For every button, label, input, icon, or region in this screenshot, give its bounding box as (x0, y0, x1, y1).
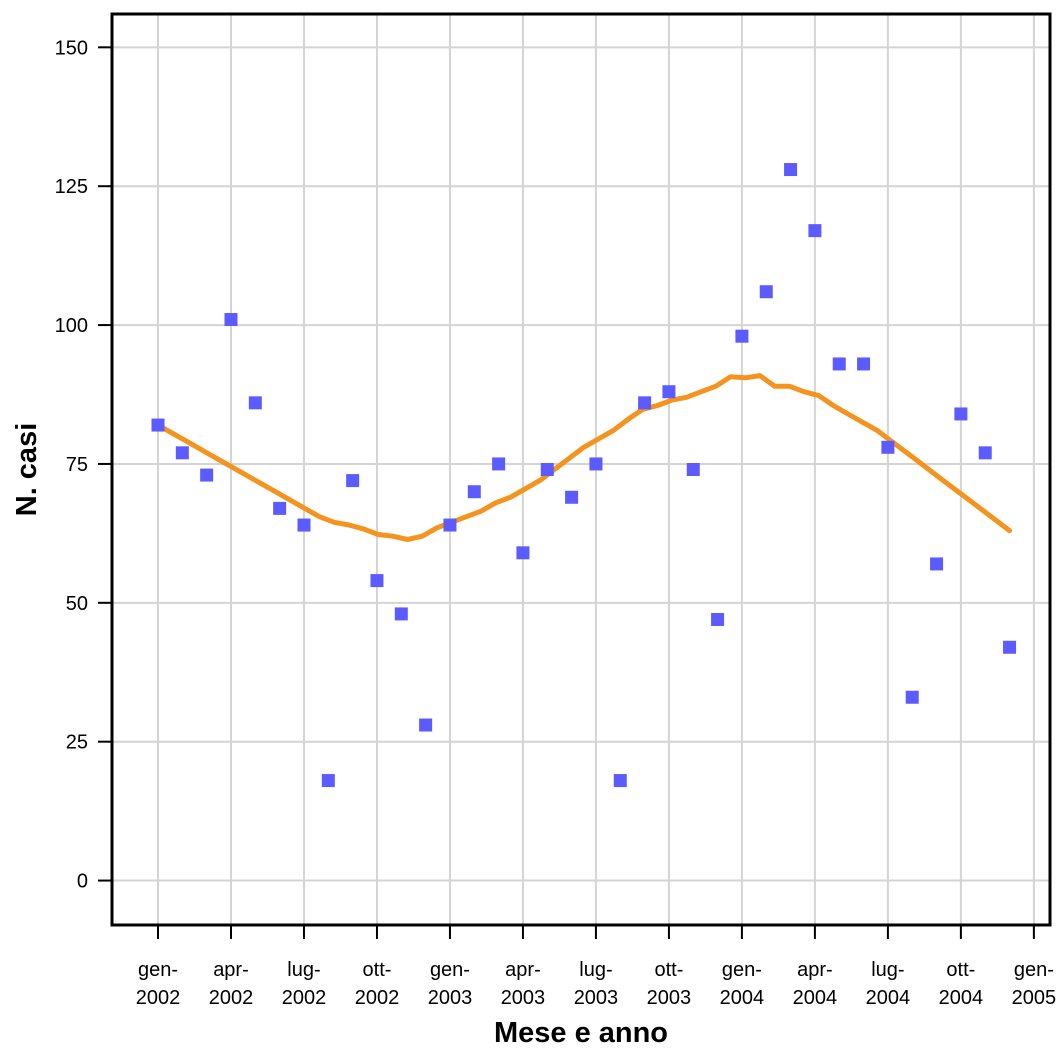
data-point (443, 518, 457, 532)
data-point (954, 407, 968, 421)
data-point (224, 313, 238, 327)
x-tick-label-year: 2004 (866, 987, 911, 1009)
data-point (832, 357, 846, 371)
x-tick-label-month: lug- (287, 959, 320, 981)
trend-layer (155, 373, 1012, 542)
x-tick-label-year: 2002 (355, 987, 400, 1009)
data-point (905, 690, 919, 704)
data-point (175, 446, 189, 460)
x-tick-label-month: ott- (654, 959, 683, 981)
x-tick-label-month: gen- (138, 959, 178, 981)
x-tick-label-month: ott- (946, 959, 975, 981)
y-tick-label: 25 (66, 732, 88, 754)
data-point (273, 501, 287, 515)
x-tick-label-month: gen- (1014, 959, 1054, 981)
data-point (492, 457, 506, 471)
data-point (565, 490, 579, 504)
data-point (297, 518, 311, 532)
data-point (978, 446, 992, 460)
data-point (540, 463, 554, 476)
data-point (759, 285, 773, 299)
y-axis-title: N. casi (11, 423, 43, 517)
data-point (151, 418, 165, 432)
data-point (394, 607, 408, 621)
x-tick-label-year: 2003 (501, 987, 546, 1009)
x-tick-label-year: 2003 (574, 987, 619, 1009)
y-tick-label: 100 (55, 315, 88, 337)
data-point (419, 718, 433, 732)
x-tick-label-month: apr- (213, 959, 249, 981)
data-point (248, 396, 262, 410)
data-point (711, 612, 725, 626)
y-tick-label: 50 (66, 593, 88, 615)
x-tick-label-year: 2003 (428, 987, 473, 1009)
x-tick-label-month: apr- (505, 959, 541, 981)
x-tick-label-month: lug- (579, 959, 612, 981)
x-axis-title: Mese e anno (494, 1017, 668, 1049)
x-tick-label-month: apr- (797, 959, 833, 981)
x-tick-label-year: 2004 (720, 987, 765, 1009)
x-tick-label-year: 2005 (1012, 987, 1057, 1009)
data-point (467, 485, 481, 499)
axes: 0 25 50 75 100 125 150 gen- 2002 apr- 2002 lug- 2002… (55, 37, 1057, 1009)
x-tick-label-year: 2004 (793, 987, 838, 1009)
y-tick-label: 125 (55, 176, 88, 198)
y-tick-label: 75 (66, 454, 88, 476)
trend-line (155, 373, 1012, 542)
x-tick-label-year: 2002 (282, 987, 327, 1009)
data-point (930, 557, 944, 571)
data-point (613, 774, 627, 788)
data-point (346, 474, 360, 488)
y-tick-label: 0 (77, 871, 88, 893)
x-tick-label-year: 2002 (209, 987, 254, 1009)
x-tick-label-month: gen- (430, 959, 470, 981)
data-point (200, 468, 214, 482)
data-point (808, 224, 822, 238)
y-tick-label: 150 (55, 37, 88, 59)
data-point (589, 457, 603, 471)
data-point (686, 463, 700, 476)
data-point (881, 440, 895, 454)
data-point (784, 163, 798, 177)
data-point (370, 574, 384, 588)
data-point (857, 357, 871, 371)
data-point (638, 396, 652, 410)
data-point (662, 385, 676, 399)
x-tick-label-month: gen- (722, 959, 762, 981)
data-point (516, 546, 530, 560)
x-tick-label-year: 2004 (939, 987, 984, 1009)
plot-frame (110, 12, 1052, 927)
x-tick-label-month: lug- (871, 959, 904, 981)
points-layer (151, 163, 1017, 788)
data-point (321, 774, 335, 788)
x-tick-label-month: ott- (363, 959, 392, 981)
x-tick-label-year: 2003 (647, 987, 692, 1009)
data-point (735, 329, 749, 343)
grid-lines (112, 14, 1050, 925)
x-tick-label-year: 2002 (136, 987, 181, 1009)
data-point (1003, 640, 1017, 654)
